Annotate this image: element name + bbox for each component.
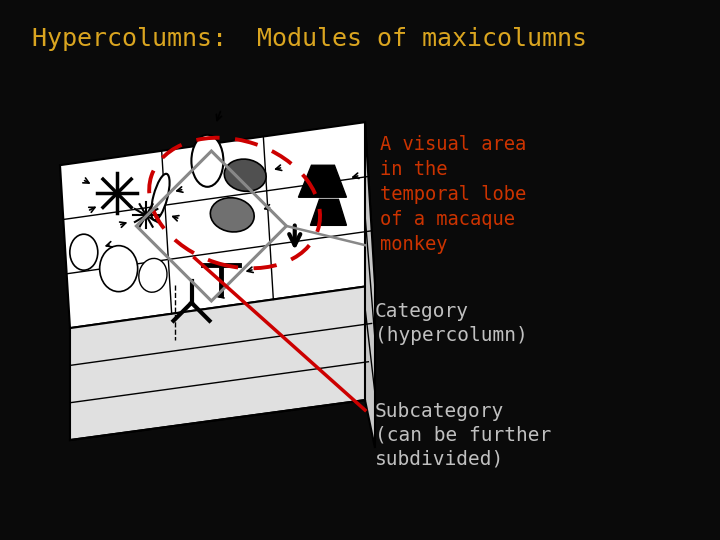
Ellipse shape [192,135,223,187]
Polygon shape [70,285,375,440]
Ellipse shape [210,198,254,232]
Text: A visual area
in the
temporal lobe
of a macaque
monkey: A visual area in the temporal lobe of a … [380,135,526,254]
Polygon shape [60,122,375,328]
Polygon shape [365,122,375,448]
Ellipse shape [99,246,138,292]
Ellipse shape [70,234,98,270]
Text: Subcategory
(can be further
subdivided): Subcategory (can be further subdivided) [375,402,552,468]
Text: Hypercolumns:  Modules of maxicolumns: Hypercolumns: Modules of maxicolumns [32,26,588,51]
Ellipse shape [151,174,170,220]
Text: Category
(hypercolumn): Category (hypercolumn) [375,302,528,345]
Ellipse shape [139,259,167,292]
Ellipse shape [225,159,266,191]
Polygon shape [310,199,346,225]
FancyBboxPatch shape [365,290,720,540]
Polygon shape [299,165,346,197]
